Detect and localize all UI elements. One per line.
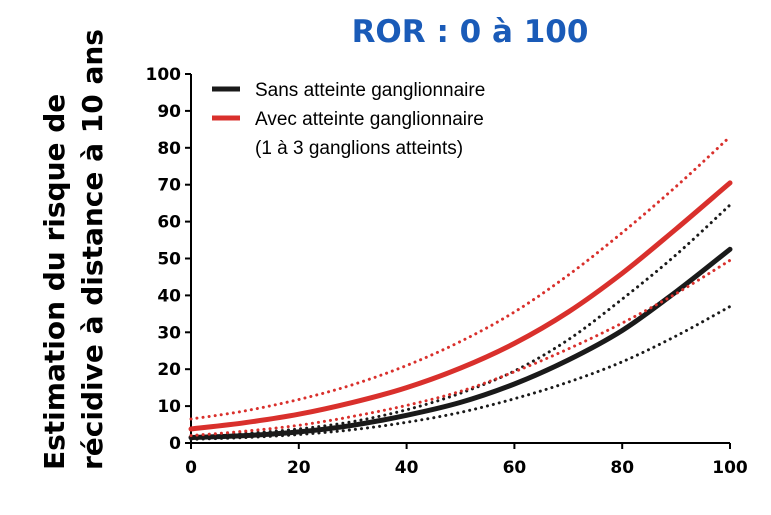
series-line-sans-atteinte-ganglionnaire <box>188 246 733 440</box>
series-layer <box>188 135 733 441</box>
confidence-bound-line-5 <box>189 258 732 438</box>
chart-title: ROR : 0 à 100 <box>351 14 589 50</box>
legend: Sans atteinte ganglionnaire Avec atteinte… <box>212 80 485 159</box>
legend-label-sans: Sans atteinte ganglionnaire <box>255 80 485 101</box>
y-tick-label: 0 <box>169 434 181 454</box>
x-tick-label: 40 <box>395 458 419 478</box>
axes: 0 10 20 30 40 50 60 70 80 90 100 0 20 40 60 80 100 <box>146 65 748 478</box>
y-tick-label: 40 <box>157 286 181 306</box>
legend-label-avec-detail: (1 à 3 ganglions atteints) <box>255 138 463 159</box>
confidence-bound-line-2 <box>189 305 732 441</box>
y-tick-label: 30 <box>157 323 181 343</box>
x-tick-label: 0 <box>185 458 197 478</box>
y-tick-label: 50 <box>157 250 181 270</box>
y-tick-label: 60 <box>157 213 181 233</box>
y-tick-label: 80 <box>157 139 181 159</box>
y-tick-label: 100 <box>146 65 182 85</box>
y-tick-label: 10 <box>157 397 181 417</box>
series-line-avec-atteinte-ganglionnaire <box>188 180 733 432</box>
confidence-bound-line-4 <box>189 135 732 421</box>
x-tick-label: 80 <box>610 458 634 478</box>
x-tick-label: 60 <box>503 458 527 478</box>
y-tick-label: 70 <box>157 176 181 196</box>
x-tick-label: 20 <box>287 458 311 478</box>
x-tick-label: 100 <box>712 458 748 478</box>
legend-label-avec: Avec atteinte ganglionnaire <box>255 109 484 130</box>
y-tick-label: 90 <box>157 102 181 122</box>
y-tick-label: 20 <box>157 360 181 380</box>
